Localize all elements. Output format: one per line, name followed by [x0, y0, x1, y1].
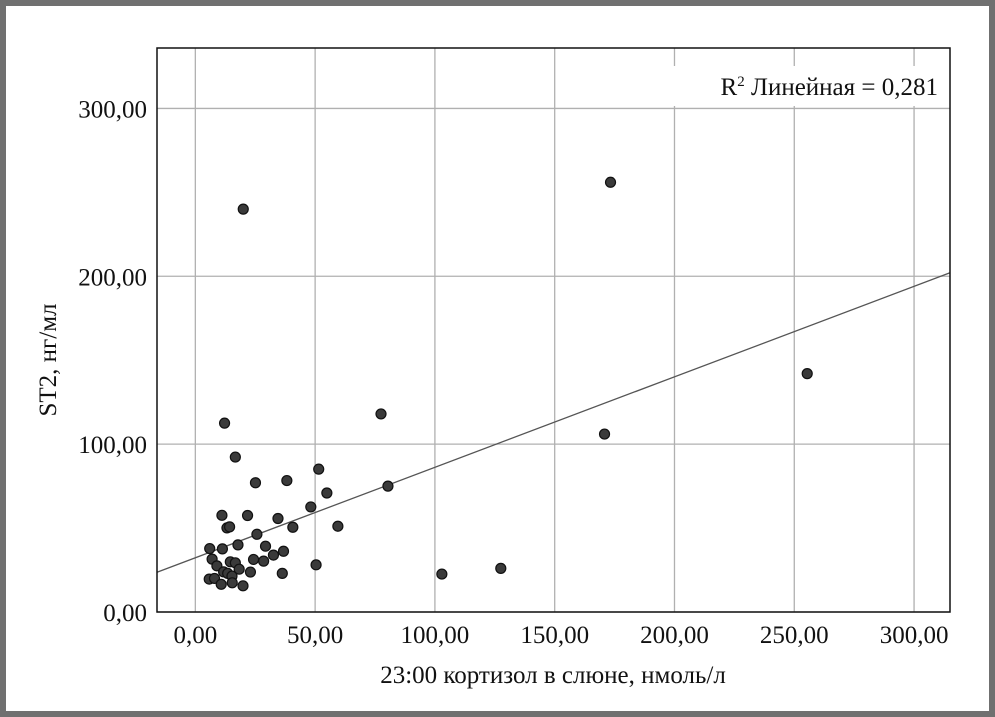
r2-annotation: R2 Линейная = 0,281	[721, 74, 938, 101]
x-tick-label: 250,00	[760, 622, 829, 649]
data-point	[604, 176, 617, 188]
data-point	[218, 417, 231, 429]
x-tick-labels: 0,00 50,00 100,00 150,00 200,00 250,00 300,00	[173, 622, 948, 649]
y-tick-label: 100,00	[78, 432, 147, 459]
x-axis-label: 23:00 кортизол в слюне, нмоль/л	[380, 662, 726, 689]
data-point	[249, 477, 262, 489]
data-point	[244, 566, 257, 578]
data-point	[226, 577, 238, 589]
data-point	[204, 542, 216, 555]
data-point	[216, 509, 228, 521]
data-point	[247, 553, 260, 566]
data-point	[233, 563, 245, 575]
x-tick-label: 150,00	[520, 622, 589, 649]
data-point	[223, 521, 236, 533]
fit-line	[156, 272, 951, 573]
data-point	[332, 520, 344, 532]
data-point	[313, 463, 325, 475]
data-point	[287, 521, 299, 533]
data-point	[281, 474, 293, 487]
data-point	[305, 501, 317, 513]
data-point	[267, 549, 280, 561]
y-axis-label: ST2, нг/мл	[35, 303, 62, 416]
data-point	[258, 555, 270, 567]
data-point	[382, 480, 394, 492]
points	[203, 176, 813, 592]
data-point	[215, 578, 227, 590]
data-point	[598, 428, 611, 440]
data-point	[436, 568, 448, 580]
data-point	[495, 562, 507, 574]
x-tick-label: 50,00	[287, 622, 343, 649]
y-tick-label: 200,00	[78, 264, 147, 291]
data-point	[237, 203, 249, 215]
data-point	[232, 539, 244, 551]
y-tick-labels: 0,00 100,00 200,00 300,00	[78, 96, 147, 627]
y-tick-label: 0,00	[103, 600, 147, 627]
data-point	[276, 567, 288, 579]
data-point	[241, 509, 254, 522]
data-point	[259, 540, 272, 552]
x-tick-label: 200,00	[640, 622, 709, 649]
data-point	[321, 487, 333, 499]
x-tick-label: 300,00	[880, 622, 949, 649]
grid	[157, 48, 950, 613]
x-tick-label: 0,00	[173, 622, 217, 649]
data-point	[237, 580, 249, 592]
data-point	[310, 559, 322, 571]
data-point	[216, 543, 229, 555]
data-point	[277, 545, 290, 557]
data-point	[801, 368, 813, 380]
data-point	[229, 451, 241, 463]
plot-area	[156, 47, 951, 613]
x-tick-label: 100,00	[401, 622, 470, 649]
data-point	[251, 528, 263, 540]
data-point	[272, 512, 284, 525]
annotation-bg	[672, 66, 942, 106]
y-tick-label: 300,00	[78, 96, 147, 123]
data-point	[375, 408, 387, 420]
